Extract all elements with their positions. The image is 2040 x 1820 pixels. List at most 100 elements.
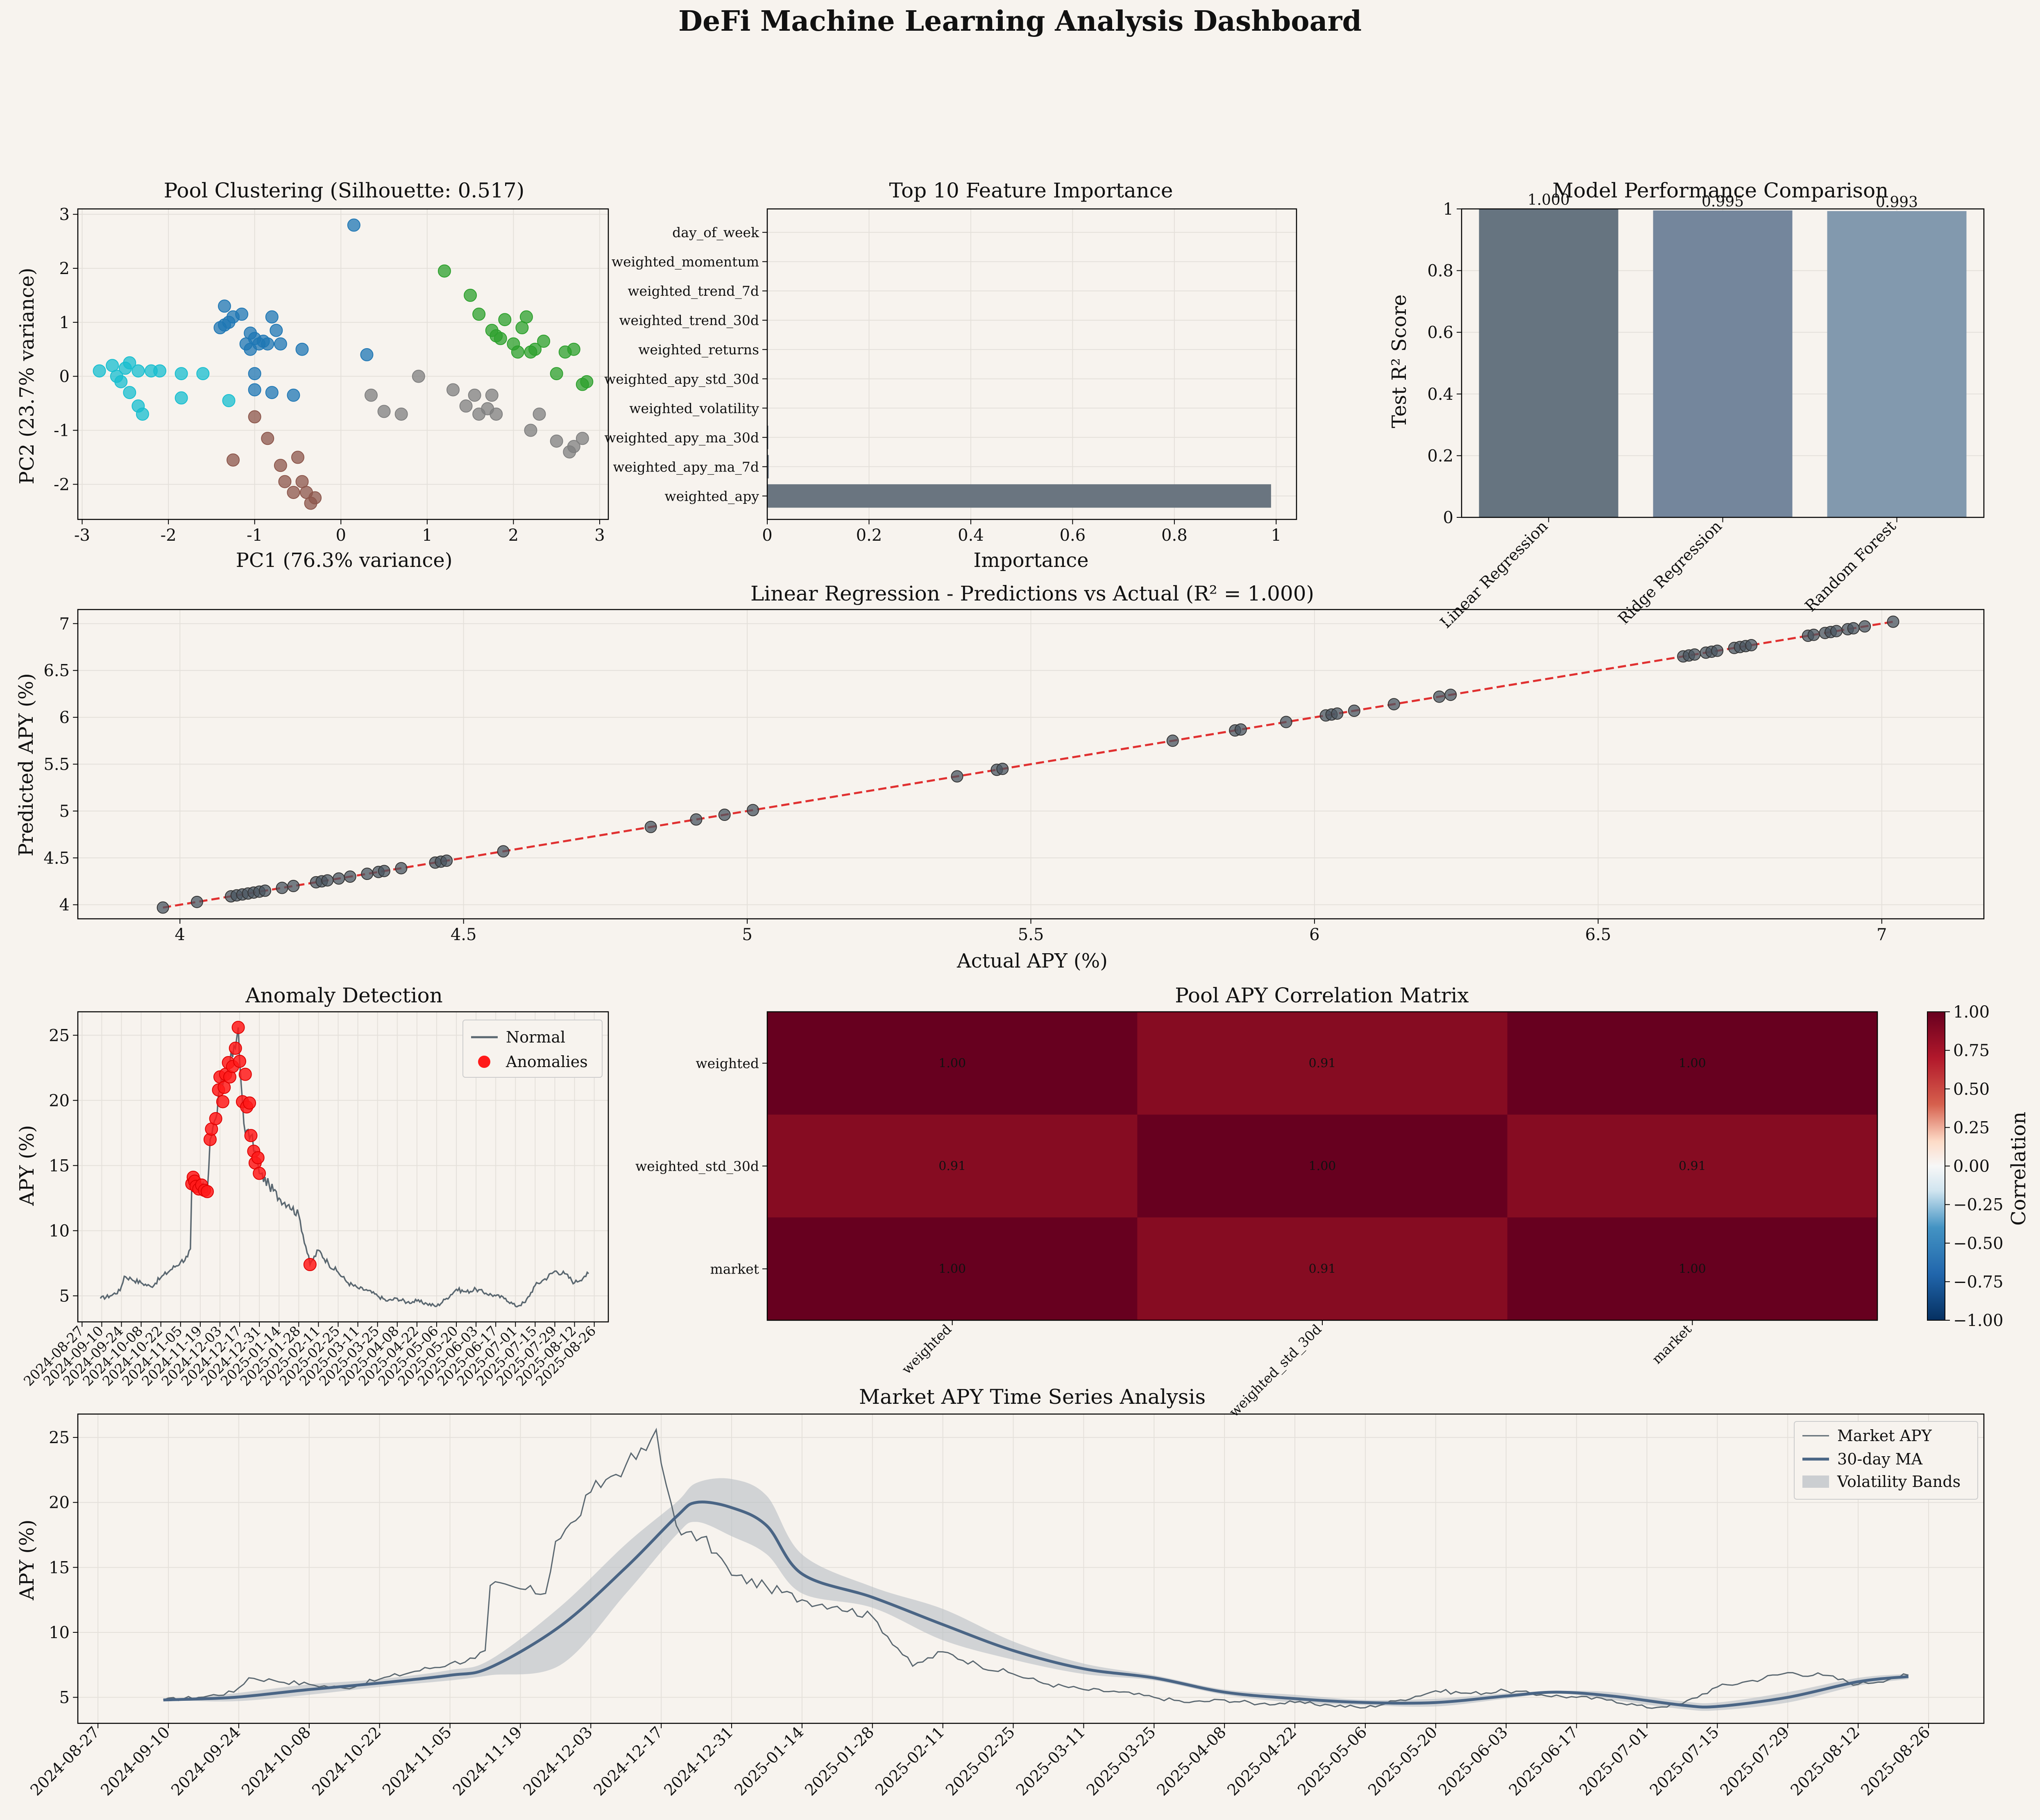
- prediction-point: [1711, 644, 1724, 657]
- feature-label: weighted_trend_7d: [628, 283, 759, 299]
- cell-value: 1.00: [938, 1056, 966, 1071]
- heatmap-cell: [1507, 1217, 1878, 1321]
- legend-label: 30-day MA: [1837, 1450, 1923, 1468]
- x-tick-label: 0.2: [856, 526, 882, 545]
- prediction-point: [344, 870, 356, 883]
- x-tick-label: 2024-10-08: [238, 1723, 314, 1799]
- score-bar: [1827, 211, 1967, 517]
- axes-frame: [1461, 208, 1985, 518]
- x-tick-label: 4: [175, 925, 185, 944]
- prediction-point: [1234, 723, 1247, 736]
- legend-label: Anomalies: [505, 1053, 588, 1071]
- legend-box: [462, 1020, 603, 1078]
- heatmap-cell: [1137, 1115, 1508, 1218]
- data-point: [494, 332, 507, 345]
- y-tick-label: 4.5: [43, 849, 70, 868]
- heatmap-cell: [1137, 1217, 1508, 1321]
- x-axis-label: Importance: [973, 549, 1088, 572]
- anomaly-point: [238, 1068, 252, 1081]
- colorbar-tick-label: 1.00: [1953, 1003, 1990, 1022]
- importance-bar: [767, 484, 1271, 508]
- data-point: [464, 288, 477, 302]
- prediction-point: [1887, 615, 1899, 628]
- axes-frame: [77, 1413, 1985, 1724]
- x-tick-label: -1: [247, 526, 263, 545]
- y-tick-label: 1: [1443, 200, 1453, 219]
- y-tick-label: 2: [59, 259, 70, 278]
- colorbar: [1927, 1011, 1945, 1321]
- data-point: [123, 386, 136, 399]
- model-label: Ridge Regression: [1614, 517, 1725, 628]
- prediction-point: [497, 845, 510, 858]
- chart-title: Linear Regression - Predictions vs Actua…: [750, 582, 1314, 605]
- data-point: [235, 308, 249, 321]
- data-point: [490, 407, 503, 421]
- data-point: [114, 375, 128, 388]
- anomaly-point: [303, 1258, 317, 1272]
- data-point: [533, 407, 546, 421]
- data-point: [222, 394, 236, 407]
- x-tick-label: 2025-04-22: [1224, 1723, 1300, 1799]
- data-point: [446, 383, 460, 397]
- prediction-point: [644, 820, 657, 833]
- heatmap-cell: [1507, 1012, 1878, 1115]
- anomaly-point: [216, 1095, 229, 1108]
- x-tick-label: 2025-02-11: [872, 1723, 948, 1799]
- y-tick-label: -2: [54, 475, 70, 494]
- row-label: weighted: [696, 1056, 759, 1072]
- chart-title: Market APY Time Series Analysis: [859, 1385, 1206, 1409]
- x-tick-label: 6.5: [1585, 925, 1612, 944]
- prediction-point: [1859, 620, 1871, 633]
- data-point: [412, 369, 425, 383]
- prediction-point: [1830, 625, 1843, 637]
- x-tick-label: 2024-11-19: [449, 1723, 526, 1799]
- heatmap-cell: [767, 1217, 1138, 1321]
- colorbar-tick-label: −0.75: [1953, 1273, 2004, 1292]
- anomaly-point: [209, 1112, 222, 1125]
- data-point: [248, 383, 261, 397]
- data-point: [291, 451, 304, 464]
- data-point: [360, 348, 374, 361]
- prediction-point: [1387, 698, 1400, 711]
- data-point: [468, 388, 481, 402]
- prediction-point: [718, 809, 731, 821]
- cell-value: 0.91: [1309, 1262, 1336, 1276]
- y-tick-label: 1: [59, 313, 70, 332]
- x-tick-label: -3: [74, 526, 90, 545]
- data-point: [485, 388, 499, 402]
- data-point: [519, 310, 533, 324]
- x-tick-label: 2025-06-03: [1435, 1723, 1511, 1799]
- x-tick-label: 4.5: [451, 925, 477, 944]
- axes-frame: [77, 208, 609, 520]
- prediction-point: [156, 901, 169, 914]
- feature-label: weighted_volatility: [629, 400, 759, 417]
- data-point: [93, 364, 106, 378]
- y-axis-label: Predicted APY (%): [15, 673, 38, 856]
- prediction-point: [1166, 734, 1179, 747]
- data-point: [511, 345, 524, 359]
- data-point: [576, 432, 589, 445]
- colorbar-label: Correlation: [2007, 1112, 2030, 1226]
- data-point: [567, 440, 580, 453]
- bar-data-label: 0.995: [1702, 193, 1744, 210]
- cell-value: 1.00: [938, 1262, 966, 1276]
- cell-value: 1.00: [1679, 1262, 1706, 1276]
- x-tick-label: 2025-08-26: [1857, 1723, 1933, 1799]
- prediction-point: [951, 770, 963, 783]
- prediction-point: [395, 862, 408, 875]
- y-tick-label: -1: [54, 421, 70, 440]
- prediction-point: [1688, 648, 1701, 661]
- x-tick-label: 0.8: [1161, 526, 1188, 545]
- x-tick-label: 6: [1309, 925, 1319, 944]
- x-axis-label: Actual APY (%): [957, 950, 1108, 972]
- model-label: Random Forest: [1801, 517, 1899, 615]
- chart-title: Pool Clustering (Silhouette: 0.517): [164, 179, 525, 202]
- data-point: [265, 386, 279, 399]
- cell-value: 1.00: [1309, 1159, 1336, 1174]
- legend-swatch-anomaly: [478, 1056, 490, 1068]
- anomaly-point: [244, 1129, 258, 1142]
- y-tick-label: 5.5: [43, 755, 70, 774]
- prediction-point: [1847, 622, 1860, 635]
- cell-value: 0.91: [938, 1159, 966, 1174]
